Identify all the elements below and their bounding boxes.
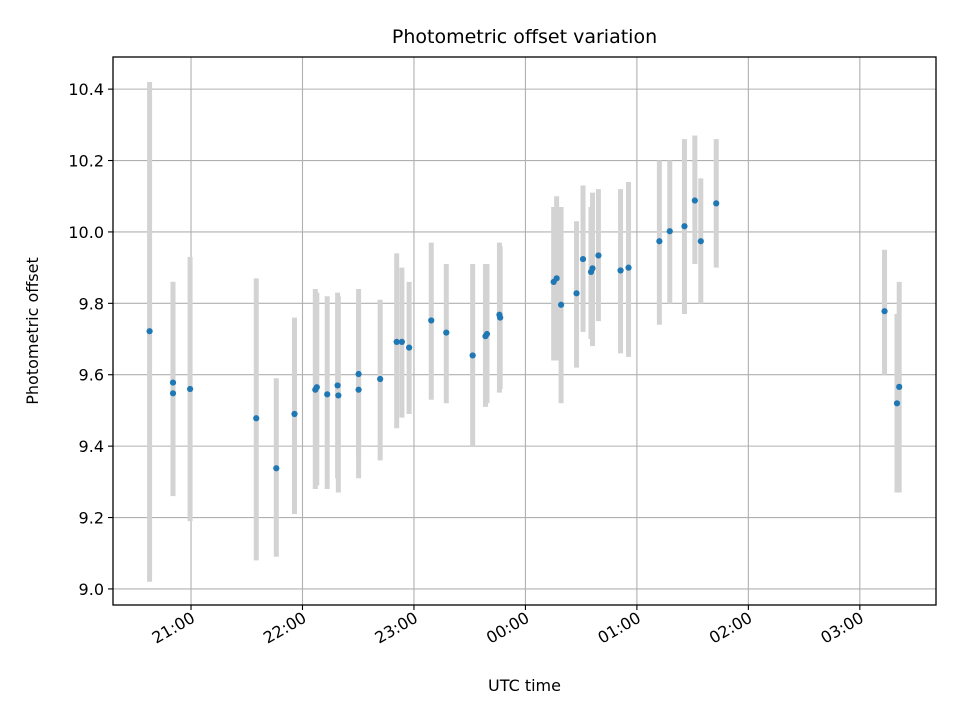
data-point [313,384,320,391]
data-point [355,386,362,393]
data-point [656,238,663,245]
grid [113,57,936,605]
data-point [377,375,384,383]
data-point [713,200,720,207]
data-point [393,338,400,345]
data-point [335,392,342,399]
data-point [483,330,491,338]
data-point [893,400,901,407]
data-point [324,391,331,398]
data-point [406,344,413,351]
data-point [428,317,435,324]
data-point [443,329,450,336]
data-point [398,338,405,345]
data-point [169,379,177,386]
data-point [253,415,260,422]
chart-title: Photometric offset variation [392,26,657,48]
data-point [273,465,280,472]
data-point [146,328,153,335]
y-tick-label: 10.4 [68,80,104,99]
y-axis-label: Photometric offset [23,257,42,405]
data-point [553,275,560,282]
y-tick-label: 9.4 [79,437,104,456]
data-point [697,238,704,245]
data-point [186,385,194,393]
y-tick-label: 10.0 [68,223,104,242]
y-tick-label: 10.2 [68,152,104,171]
data-point [691,197,698,204]
data-point [617,267,624,274]
x-axis-label: UTC time [488,676,561,695]
data-point [469,352,476,359]
y-tick-label: 9.6 [79,366,104,385]
data-point [589,265,596,272]
y-tick-label: 9.2 [79,509,104,528]
data-point [557,301,565,308]
data-point [595,252,602,259]
data-point [291,410,298,418]
y-tick-label: 9.0 [79,580,104,599]
data-point [573,290,580,297]
data-point [896,383,903,390]
y-axis: 9.0 9.2 9.4 9.6 9.8 10.0 10.2 10.4 [68,80,113,599]
data-point [666,228,673,235]
data-point [355,370,362,378]
data-points [146,197,903,472]
data-point [881,308,888,315]
data-point [625,264,632,271]
plot-frame [112,56,937,606]
data-point [681,223,688,230]
data-point [497,314,504,321]
data-point [169,390,177,397]
y-tick-label: 9.8 [79,294,104,313]
data-point [334,382,341,389]
data-point [579,255,587,263]
